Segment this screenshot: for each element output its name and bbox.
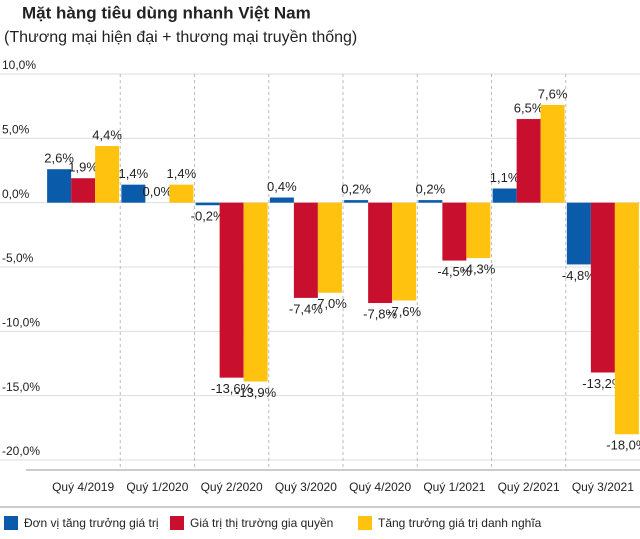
y-tick-label: -10,0% bbox=[2, 316, 40, 330]
bar bbox=[121, 184, 146, 203]
bar bbox=[392, 202, 417, 301]
x-tick-label: Quý 3/2021 bbox=[572, 480, 634, 494]
value-label: -7,6% bbox=[387, 304, 421, 319]
bar bbox=[344, 200, 369, 203]
value-label: 1,1% bbox=[490, 170, 520, 185]
bar bbox=[566, 202, 591, 265]
value-label: -7,8% bbox=[363, 306, 397, 321]
x-tick-label: Quý 2/2021 bbox=[498, 480, 560, 494]
value-label: 0,4% bbox=[267, 179, 297, 194]
value-label: 7,6% bbox=[538, 86, 568, 101]
value-label: -7,0% bbox=[313, 296, 347, 311]
value-label: -0,2% bbox=[191, 209, 225, 224]
value-label: 0,0% bbox=[143, 184, 173, 199]
value-label: -4,8% bbox=[562, 268, 596, 283]
bar bbox=[71, 178, 96, 203]
bar bbox=[516, 119, 541, 203]
bar bbox=[368, 202, 393, 304]
x-tick-label: Quý 3/2020 bbox=[275, 480, 337, 494]
bar bbox=[317, 202, 342, 293]
value-label: -13,6% bbox=[211, 381, 253, 396]
value-label: 0,2% bbox=[416, 182, 446, 197]
value-label: 1,9% bbox=[68, 160, 98, 175]
bar bbox=[293, 202, 318, 298]
bar bbox=[614, 202, 639, 435]
y-tick-label: 0,0% bbox=[2, 187, 30, 201]
legend-swatch bbox=[170, 516, 184, 530]
x-tick-label: Quý 2/2020 bbox=[201, 480, 263, 494]
value-label: 0,2% bbox=[341, 182, 371, 197]
y-tick-label: 10,0% bbox=[2, 58, 36, 72]
bar bbox=[442, 202, 467, 261]
value-label: 1,4% bbox=[119, 166, 149, 181]
value-label: 4,4% bbox=[92, 127, 122, 142]
value-label: -13,9% bbox=[235, 385, 277, 400]
bar bbox=[540, 104, 565, 203]
value-label: -7,4% bbox=[289, 301, 323, 316]
x-tick-label: Quý 1/2020 bbox=[126, 480, 188, 494]
value-label: 6,5% bbox=[514, 100, 544, 115]
bar bbox=[195, 202, 220, 206]
bar bbox=[47, 169, 72, 203]
bar bbox=[418, 200, 443, 203]
bar bbox=[243, 202, 268, 382]
value-label: -4,3% bbox=[461, 261, 495, 276]
bar bbox=[269, 197, 294, 203]
x-tick-label: Quý 4/2020 bbox=[349, 480, 411, 494]
bar bbox=[95, 146, 120, 203]
x-tick-label: Quý 1/2021 bbox=[423, 480, 485, 494]
bar bbox=[492, 188, 517, 203]
bar bbox=[219, 202, 244, 378]
y-tick-label: -20,0% bbox=[2, 444, 40, 458]
chart-subtitle: (Thương mại hiện đại + thương mại truyền… bbox=[4, 29, 357, 46]
y-tick-label: 5,0% bbox=[2, 123, 30, 137]
chart-title: Mặt hàng tiêu dùng nhanh Việt Nam bbox=[22, 3, 311, 22]
value-label: -18,0% bbox=[606, 438, 640, 453]
value-label: 2,6% bbox=[44, 151, 74, 166]
y-tick-label: -5,0% bbox=[2, 251, 34, 265]
legend-label: Tăng trưởng giá trị danh nghĩa bbox=[378, 516, 542, 530]
bar bbox=[590, 202, 615, 373]
legend-swatch bbox=[358, 516, 372, 530]
value-label: -13,2% bbox=[582, 376, 624, 391]
bar bbox=[169, 184, 194, 203]
y-tick-label: -15,0% bbox=[2, 380, 40, 394]
value-label: 1,4% bbox=[167, 166, 197, 181]
bar bbox=[466, 202, 491, 258]
x-tick-label: Quý 4/2019 bbox=[52, 480, 114, 494]
legend-swatch bbox=[4, 516, 18, 530]
value-label: -4,5% bbox=[437, 264, 471, 279]
legend-label: Đơn vị tăng trưởng giá trị bbox=[24, 516, 159, 530]
legend-label: Giá trị thị trường gia quyền bbox=[190, 516, 333, 530]
